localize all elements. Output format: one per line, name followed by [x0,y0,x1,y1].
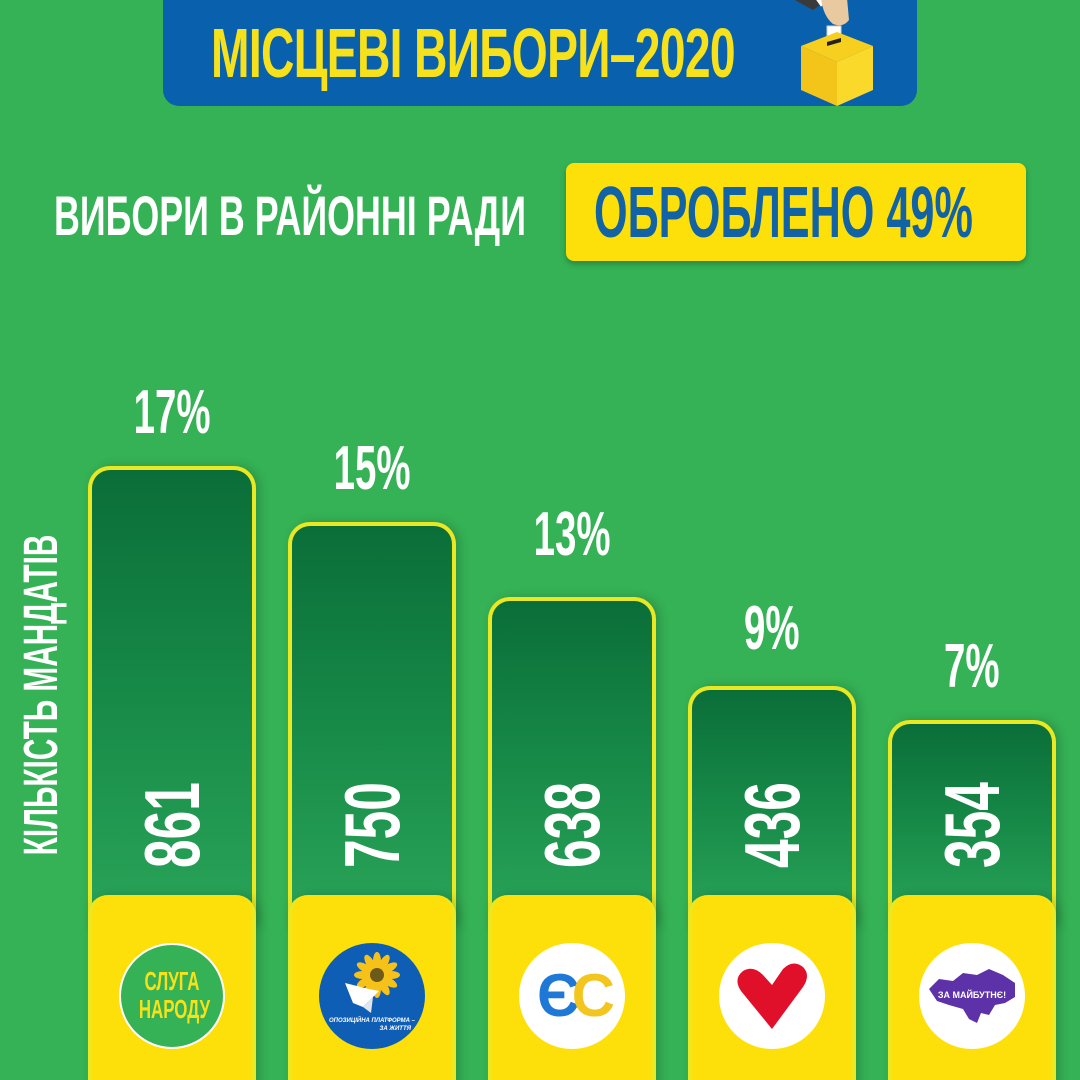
logo-panel-sluha-narodu: СЛУГА НАРОДУ [88,895,256,1080]
seats-value: 638 [528,782,616,868]
ballot-box-icon [794,0,873,106]
percent-label: 9% [744,594,800,663]
seats-value: 750 [328,782,416,868]
bar-group-za-maibutnie: 7% 354 [888,0,1056,1080]
logo-panel-opzzh: ОПОЗИЦІЙНА ПЛАТФОРМА – ЗА ЖИТТЯ [288,895,456,1080]
y-axis-label: КІЛЬКІСТЬ МАНДАТІВ [15,534,68,856]
heart-logo-icon [719,943,825,1049]
bar: 436 [688,686,856,926]
seats-value: 354 [928,782,1016,868]
bar-group-batkivshchyna: 9% 436 [688,0,856,1080]
opzzh-sunflower-dove-logo-icon: ОПОЗИЦІЙНА ПЛАТФОРМА – ЗА ЖИТТЯ [319,943,425,1049]
logo-panel-za-maibutnie: ЗА МАЙБУТНЄ! [888,895,1056,1080]
logo-panel-batkivshchyna [688,895,856,1080]
percent-label: 17% [133,378,211,447]
bar: 638 [488,597,656,926]
seats-value: 436 [728,782,816,868]
es-logo-icon: ЄС [519,943,625,1049]
percent-label: 13% [533,500,611,569]
bar-group-sluha-narodu: 17% 861 [88,0,256,1080]
bar: 750 [288,522,456,926]
bar: 354 [888,720,1056,926]
election-type-title: ВИБОРИ В РАЙОННІ РАДИ [54,184,526,247]
bar-group-es: 13% 638 [488,0,656,1080]
percent-label: 7% [944,632,1000,701]
seats-value: 861 [128,782,216,868]
processed-badge: ОБРОБЛЕНО 49% [566,163,1026,261]
header-banner: МІСЦЕВІ ВИБОРИ–2020 [163,0,917,106]
sluha-narodu-logo-icon: СЛУГА НАРОДУ [119,943,225,1049]
bar-group-opzzh: 15% 750 [288,0,456,1080]
page-title: МІСЦЕВІ ВИБОРИ–2020 [211,14,736,92]
bar: 861 [88,466,256,926]
percent-label: 15% [333,434,411,503]
processed-percent: ОБРОБЛЕНО 49% [594,173,973,253]
ukraine-map-logo-icon: ЗА МАЙБУТНЄ! [919,943,1025,1049]
logo-panel-es: ЄС [488,895,656,1080]
